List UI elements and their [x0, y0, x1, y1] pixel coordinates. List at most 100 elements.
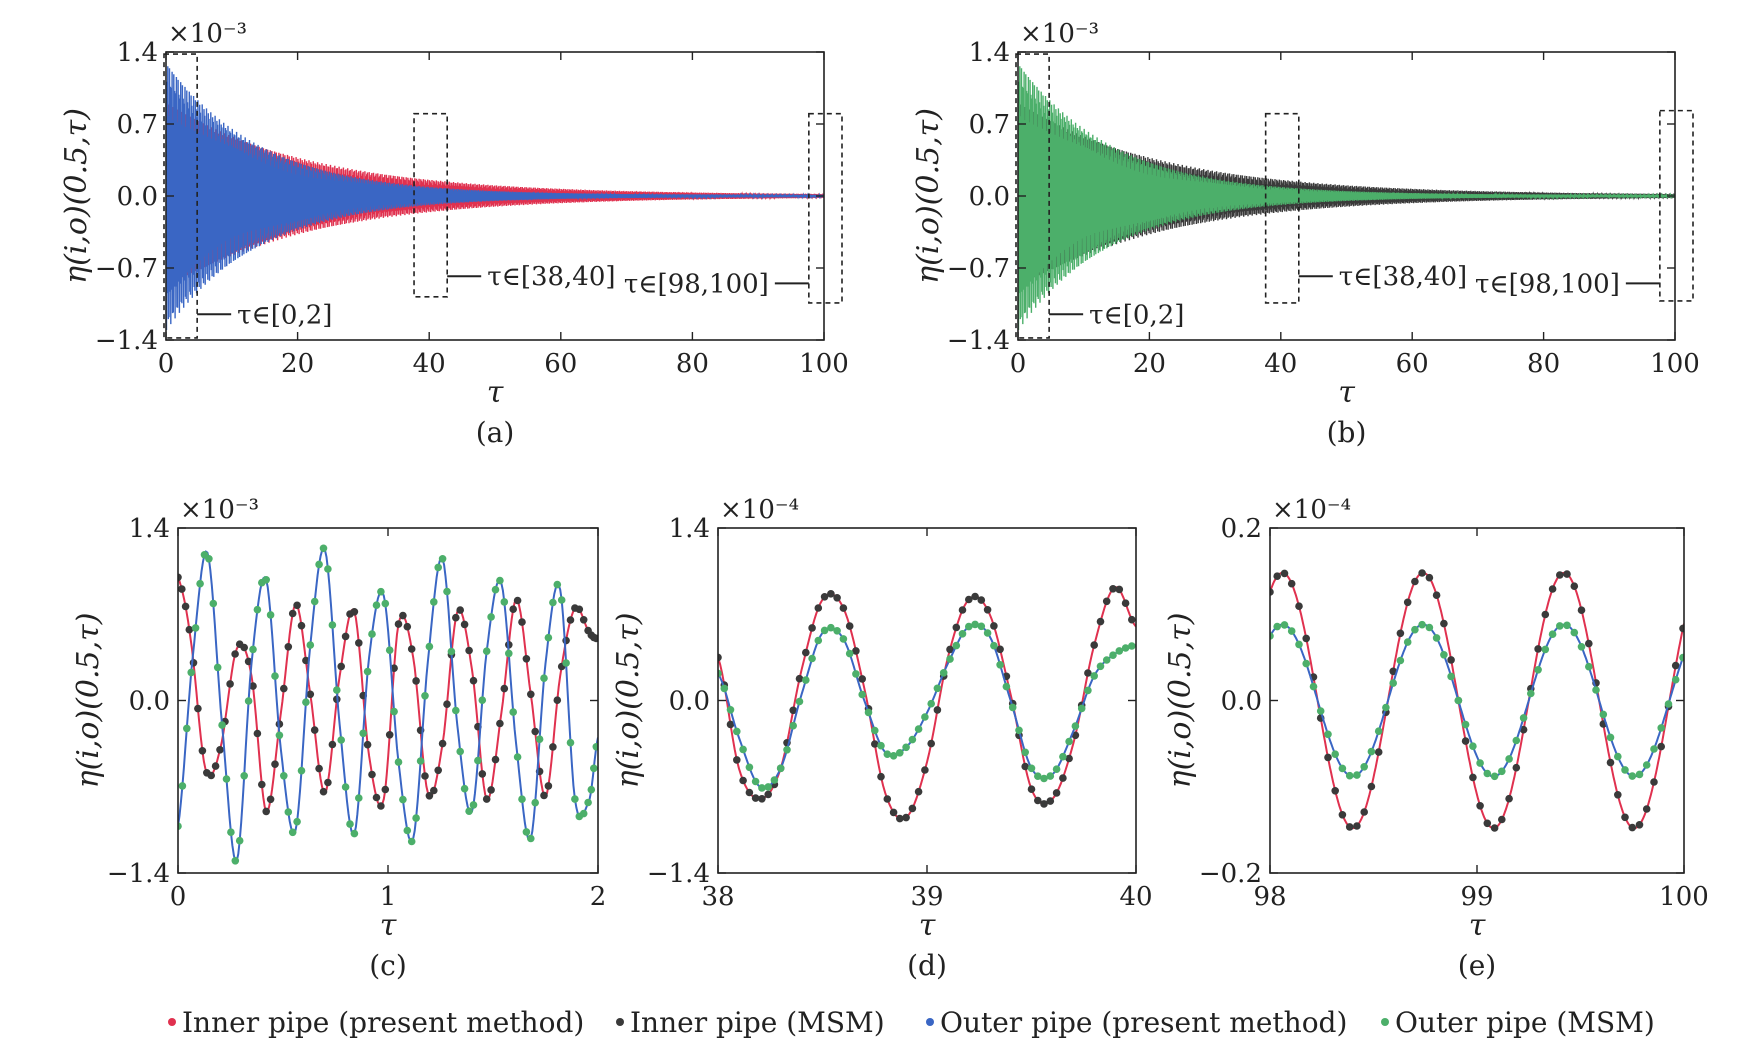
marker-point-c-0	[315, 764, 323, 773]
marker-point-d-1	[952, 641, 961, 650]
marker-point-e-1	[1280, 621, 1289, 629]
marker-point-c-0	[337, 662, 346, 671]
panel-b: 0 20 40 60 80 100 1.4 0.7 0.0 −0.7 −1.4 ×10⁻³ τ η(i,o…	[911, 19, 1700, 449]
marker-point-d-1	[764, 783, 772, 791]
marker-point-c-1	[587, 785, 596, 794]
marker-point-c-0	[531, 727, 539, 736]
marker-point-c-0	[207, 771, 215, 780]
marker-point-c-1	[368, 630, 376, 638]
marker-point-c-1	[363, 667, 372, 676]
marker-point-d-0	[965, 595, 973, 604]
marker-point-c-1	[288, 828, 297, 837]
marker-point-e-1	[1642, 761, 1651, 769]
marker-point-c-1	[222, 775, 231, 783]
marker-point-c-1	[487, 613, 495, 621]
marker-point-d-1	[789, 721, 797, 730]
marker-point-d-0	[1090, 641, 1098, 649]
marker-point-d-1	[739, 745, 747, 754]
marker-point-d-0	[814, 604, 823, 612]
marker-point-c-0	[178, 573, 182, 582]
marker-point-d-0	[827, 590, 835, 598]
panel-a: 0 20 40 60 80 100 1.4 0.7 0.0 −0.7 −1.4 ×10⁻³ τ η(i,o…	[59, 19, 849, 449]
marker-point-c-0	[368, 770, 376, 779]
marker-point-c-1	[505, 649, 513, 658]
plot-area-a	[166, 66, 824, 331]
marker-point-e-1	[1469, 742, 1477, 750]
marker-point-e-0	[1671, 661, 1680, 670]
marker-point-d-0	[852, 647, 860, 655]
marker-point-e-0	[1679, 624, 1684, 633]
series-line-e-1	[1270, 623, 1684, 778]
marker-point-e-0	[1403, 598, 1412, 607]
marker-point-d-1	[990, 641, 998, 650]
marker-point-d-0	[726, 720, 735, 729]
marker-point-c-1	[178, 822, 182, 830]
marker-point-d-1	[1109, 651, 1117, 659]
y-tick-label-a: 1.4	[117, 38, 158, 68]
marker-point-e-0	[1374, 748, 1383, 756]
marker-point-d-1	[1077, 704, 1086, 713]
marker-point-d-1	[770, 776, 779, 784]
marker-point-d-0	[1059, 774, 1067, 782]
marker-point-c-1	[403, 826, 412, 835]
marker-point-d-1	[720, 684, 729, 693]
zoom-label-b: τ∈[0,2]	[1089, 300, 1184, 330]
marker-point-c-1	[425, 642, 434, 651]
marker-point-d-0	[1040, 800, 1048, 808]
marker-point-c-0	[518, 618, 526, 626]
marker-point-c-0	[244, 657, 253, 666]
x-tick-label-c: 0	[170, 882, 187, 912]
x-tick-label-b: 20	[1133, 349, 1166, 379]
panel-caption-d: (d)	[907, 949, 947, 982]
x-tick-label-b: 100	[1650, 349, 1700, 379]
marker-point-c-0	[456, 606, 465, 614]
marker-point-e-0	[1367, 782, 1376, 791]
plot-area-c	[178, 544, 598, 865]
marker-point-c-0	[231, 650, 239, 658]
marker-point-c-0	[575, 605, 584, 614]
marker-point-c-0	[390, 664, 398, 672]
x-axis-label-b: τ	[1338, 375, 1355, 410]
marker-point-e-1	[1592, 686, 1600, 694]
marker-point-c-0	[579, 616, 588, 624]
y-tick-label-d: 0.0	[669, 687, 710, 717]
marker-point-c-1	[438, 555, 447, 563]
marker-point-d-1	[965, 622, 973, 631]
marker-point-e-1	[1316, 707, 1325, 715]
x-tick-label-e: 98	[1253, 882, 1286, 912]
marker-point-c-0	[363, 740, 372, 749]
marker-point-e-0	[1440, 619, 1448, 628]
marker-point-c-1	[381, 599, 390, 608]
x-tick-label-d: 40	[1119, 882, 1152, 912]
marker-point-c-1	[275, 731, 284, 740]
marker-point-e-1	[1367, 747, 1376, 756]
marker-point-c-0	[211, 762, 220, 770]
marker-point-e-1	[1541, 645, 1550, 654]
marker-point-e-1	[1345, 771, 1354, 780]
marker-point-c-1	[253, 605, 262, 614]
x-tick-label-b: 60	[1396, 349, 1429, 379]
marker-point-e-0	[1512, 763, 1521, 772]
marker-point-d-1	[751, 777, 760, 786]
marker-point-d-0	[733, 756, 741, 764]
marker-point-e-0	[1345, 823, 1354, 831]
marker-point-d-1	[908, 735, 917, 744]
marker-point-c-1	[482, 647, 491, 655]
marker-point-e-1	[1331, 750, 1339, 758]
marker-point-e-0	[1324, 753, 1332, 762]
marker-point-c-1	[350, 829, 359, 838]
marker-point-c-1	[566, 738, 575, 747]
legend-label: Outer pipe (MSM)	[1395, 1006, 1655, 1039]
marker-point-e-1	[1635, 770, 1644, 779]
marker-point-d-1	[833, 627, 841, 635]
marker-point-c-0	[185, 625, 194, 634]
marker-point-e-1	[1556, 622, 1564, 630]
x-axis-label-e: τ	[1469, 908, 1486, 943]
marker-point-e-0	[1505, 794, 1513, 803]
panel-c: 0 1 2 1.4 0.0 −1.4 ×10⁻³ τ η(i,o)(0.5,τ) (c)	[71, 495, 606, 982]
y-tick-label-c: 0.0	[129, 687, 170, 717]
marker-point-d-0	[883, 795, 892, 803]
marker-point-c-1	[394, 758, 403, 766]
marker-point-c-1	[324, 565, 332, 573]
